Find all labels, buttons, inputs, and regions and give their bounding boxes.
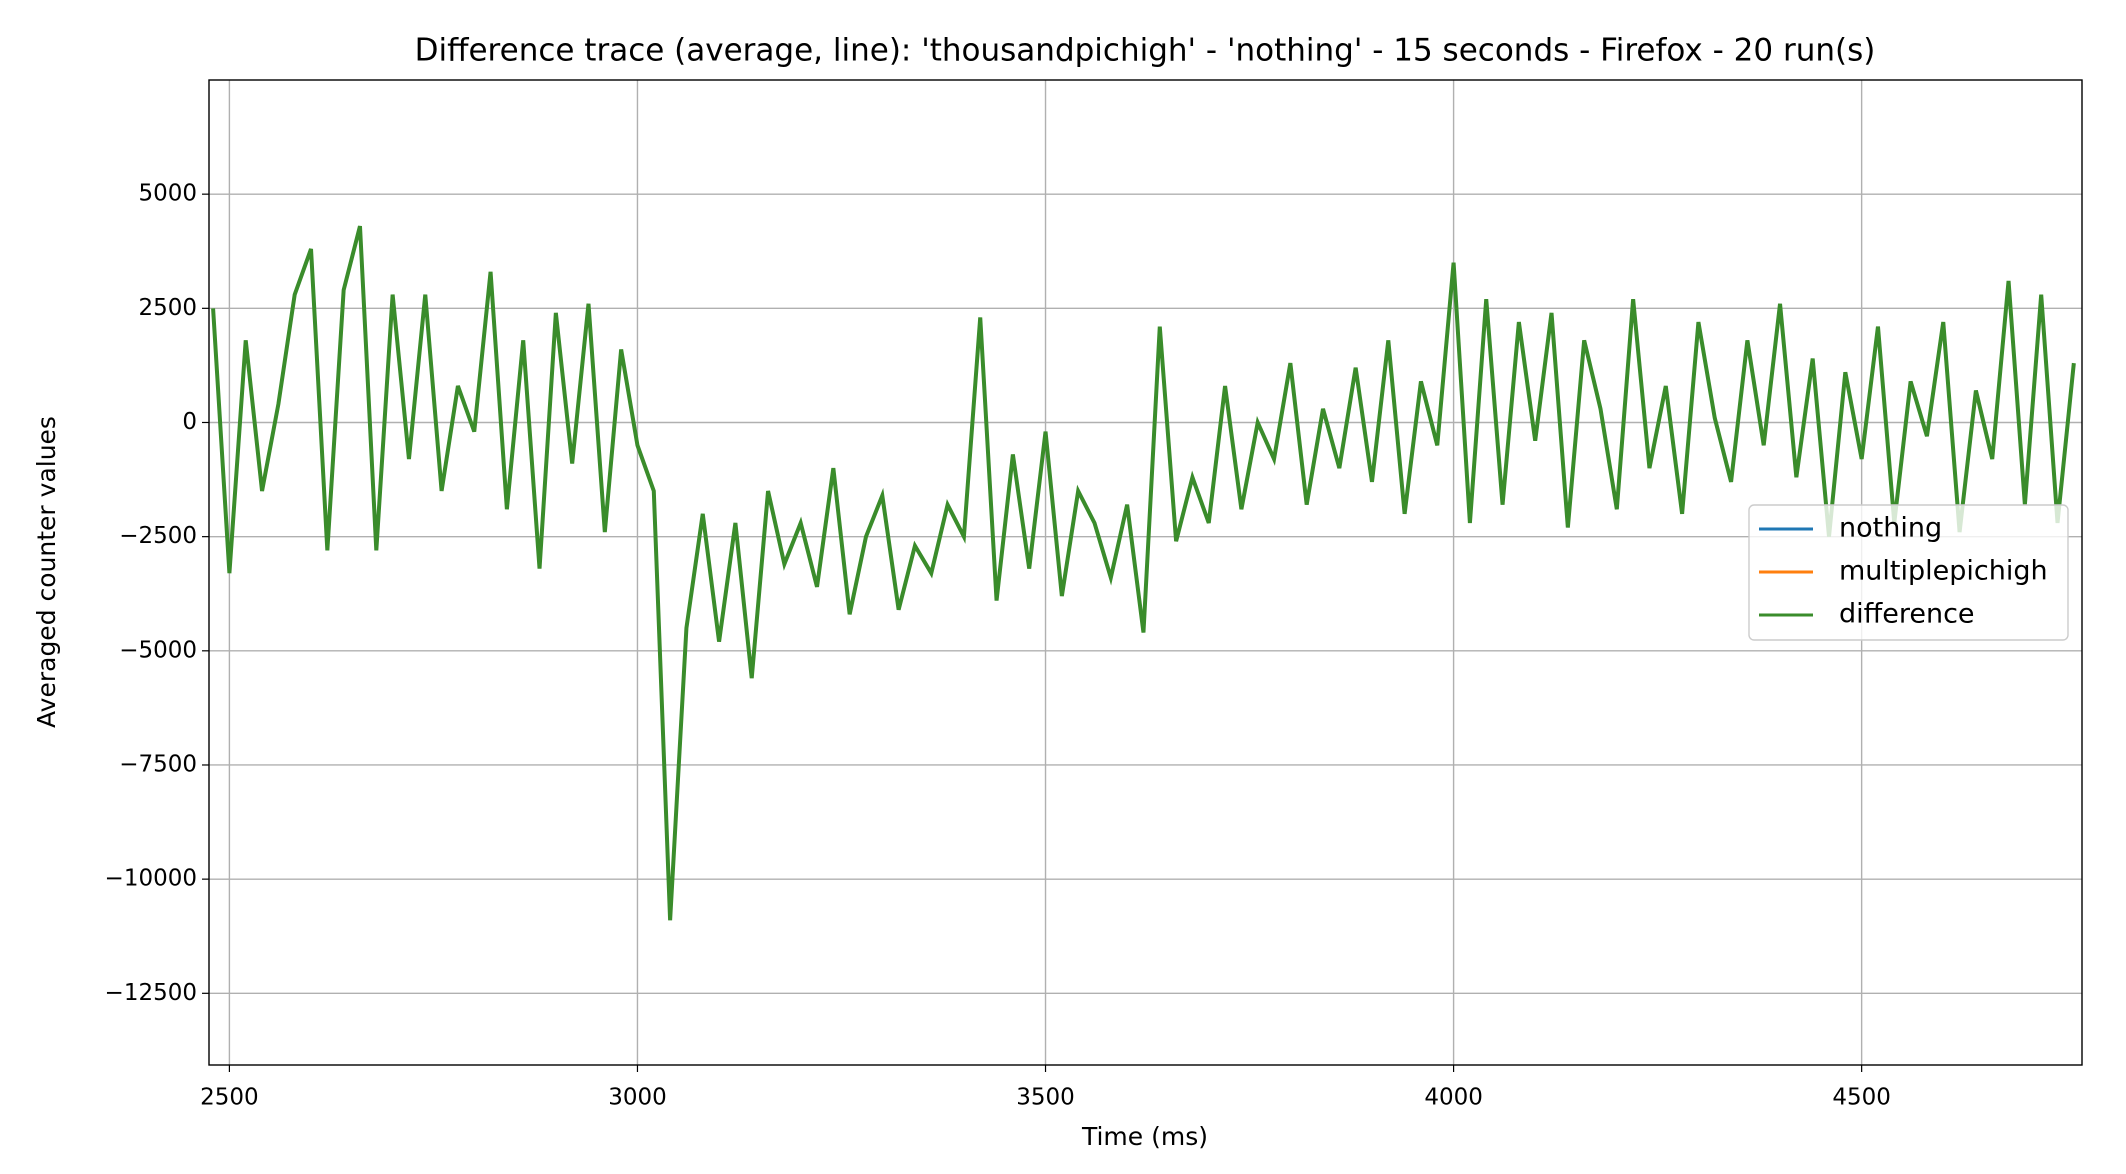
x-tick-label: 3000 <box>608 1085 667 1111</box>
y-tick-label: −12500 <box>105 980 197 1006</box>
y-tick-label: −5000 <box>119 637 197 663</box>
x-tick-label: 3500 <box>1016 1085 1075 1111</box>
plot-frame <box>208 79 2083 1066</box>
x-axis-label: Time (ms) <box>1081 1122 1208 1151</box>
y-tick-label: 0 <box>182 409 197 435</box>
y-tick-label: 5000 <box>138 181 197 207</box>
line-series <box>211 225 2076 921</box>
x-tick-label: 4500 <box>1832 1085 1891 1111</box>
legend-label: multiplepichigh <box>1839 556 2048 587</box>
legend-box <box>1748 504 2069 641</box>
legend-label: nothing <box>1839 513 1942 544</box>
x-tick-label: 2500 <box>200 1085 259 1111</box>
chart-title: Difference trace (average, line): 'thous… <box>415 33 1876 69</box>
legend-label: difference <box>1839 599 1975 630</box>
x-tick-label: 4000 <box>1424 1085 1483 1111</box>
y-tick-label: −10000 <box>105 866 197 892</box>
y-tick-label: 2500 <box>138 295 197 321</box>
y-axis-label: Averaged counter values <box>32 416 61 728</box>
y-tick-label: −2500 <box>119 523 197 549</box>
y-tick-label: −7500 <box>119 751 197 777</box>
